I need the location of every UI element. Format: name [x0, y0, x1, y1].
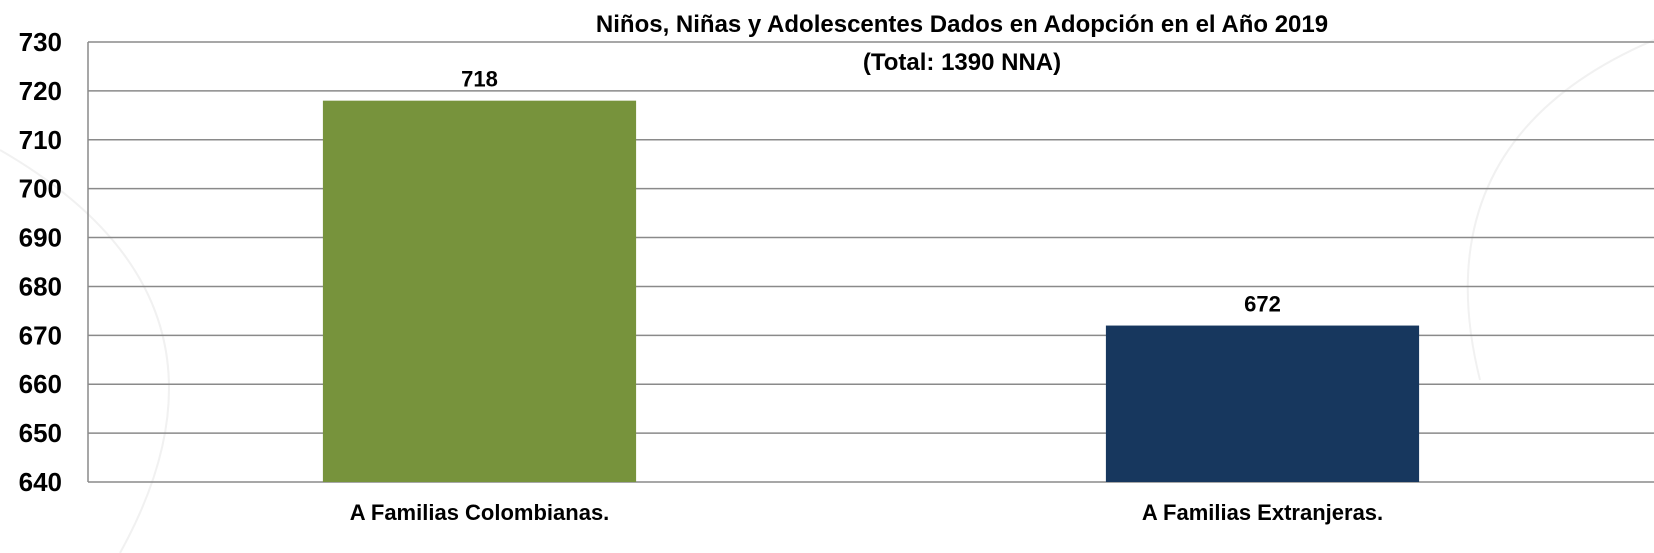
background-arc-right	[1466, 39, 1654, 381]
y-tick-label: 690	[19, 223, 62, 253]
category-label: A Familias Colombianas.	[350, 500, 610, 525]
bars	[322, 100, 1420, 483]
background-arc-left	[0, 149, 170, 553]
y-tick-label: 730	[19, 27, 62, 57]
y-tick-label: 670	[19, 320, 62, 350]
data-label: 672	[1244, 292, 1281, 317]
background-decoration	[0, 39, 1654, 553]
bar	[1105, 325, 1420, 482]
chart-title: Niños, Niñas y Adolescentes Dados en Ado…	[596, 11, 1328, 38]
y-tick-label: 660	[19, 369, 62, 399]
y-tick-label: 710	[19, 125, 62, 155]
y-tick-label: 650	[19, 418, 62, 448]
bar	[322, 100, 637, 483]
y-tick-label: 680	[19, 271, 62, 301]
y-axis-tick-labels: 640 650 660 670 680 690 700 710 720 730	[19, 27, 62, 497]
y-tick-label: 720	[19, 76, 62, 106]
chart-subtitle: (Total: 1390 NNA)	[863, 49, 1061, 76]
category-label: A Familias Extranjeras.	[1142, 500, 1383, 525]
x-axis-category-labels: A Familias Colombianas. A Familias Extran…	[350, 500, 1383, 525]
data-label: 718	[461, 67, 498, 92]
y-tick-label: 700	[19, 174, 62, 204]
data-labels: 718 672	[461, 67, 1281, 317]
y-tick-label: 640	[19, 467, 62, 497]
